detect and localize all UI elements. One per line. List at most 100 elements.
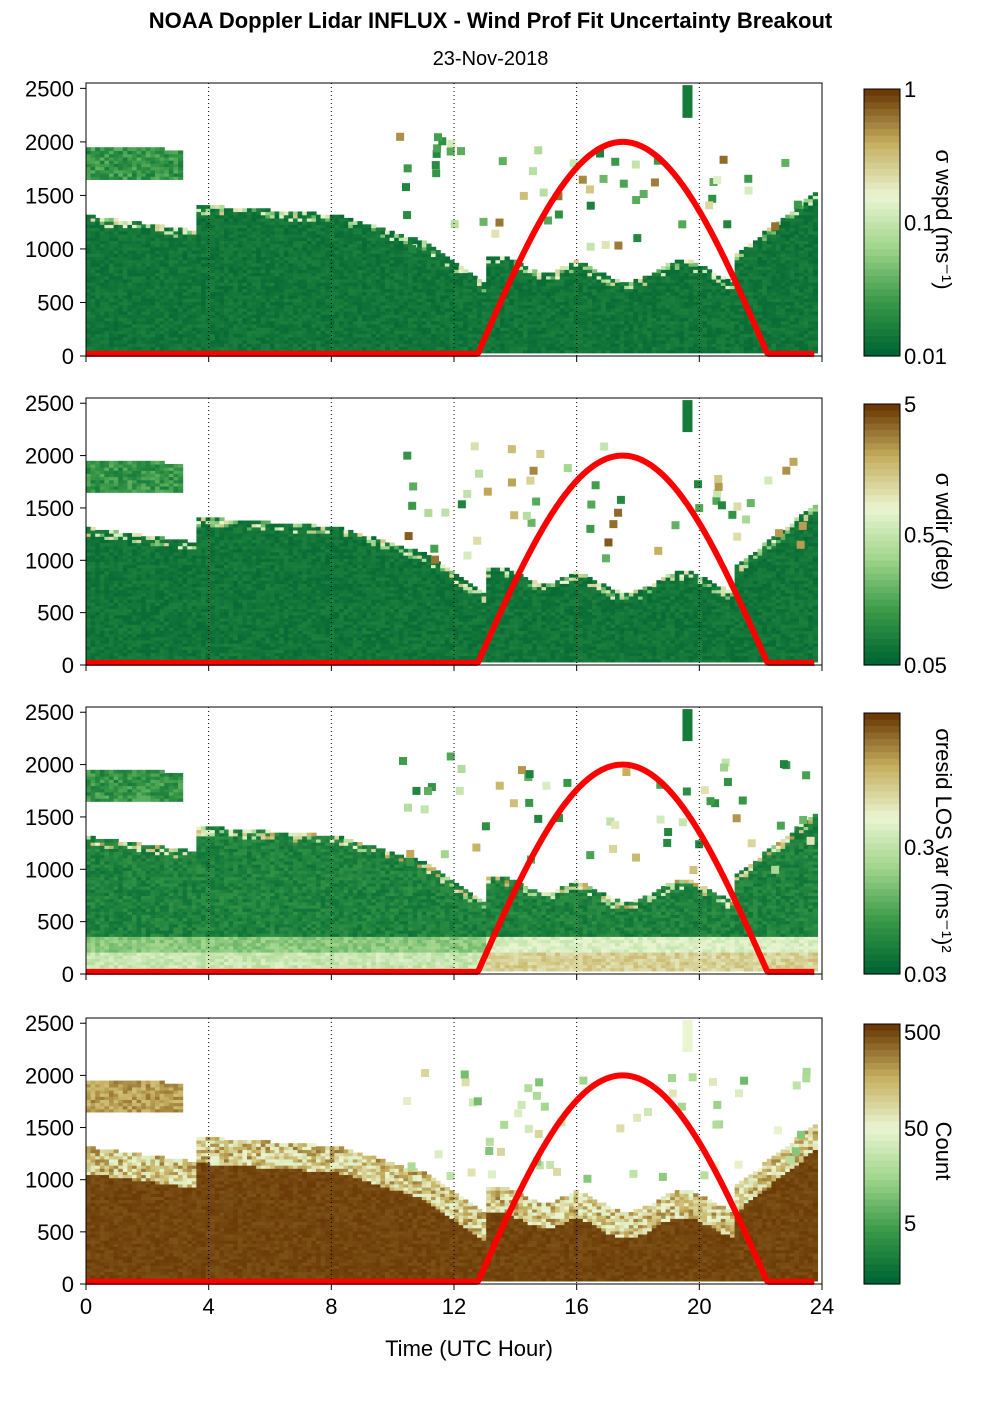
heatmap-cell <box>615 279 620 283</box>
heatmap-cell <box>629 282 634 286</box>
heatmap-cell <box>344 218 349 222</box>
heatmap-cell <box>509 260 514 264</box>
heatmap-cell <box>500 256 505 260</box>
heatmap-cell <box>551 272 556 276</box>
heatmap-cell <box>578 263 583 267</box>
heatmap-cell <box>482 282 487 286</box>
heatmap-cell <box>505 256 510 260</box>
heatmap-cell <box>744 247 749 251</box>
heatmap-cell <box>468 272 473 276</box>
heatmap-cell <box>371 224 376 228</box>
heatmap-cell <box>270 211 275 215</box>
heatmap-cell <box>413 237 418 241</box>
heatmap-cell <box>127 221 132 225</box>
heatmap-cell <box>238 208 243 212</box>
heatmap-cell <box>399 234 404 238</box>
heatmap-cell <box>261 208 266 212</box>
heatmap-cell <box>390 231 395 235</box>
heatmap-cell <box>666 263 671 267</box>
heatmap-cell <box>661 266 666 270</box>
heatmap-cell <box>597 272 602 276</box>
heatmap-cell <box>675 260 680 264</box>
heatmap-cell <box>638 279 643 283</box>
heatmap-cell <box>431 247 436 251</box>
heatmap-cell <box>477 279 482 283</box>
heatmap-cell <box>472 276 477 280</box>
heatmap-cell <box>454 263 459 267</box>
heatmap-cell <box>643 276 648 280</box>
heatmap-cell <box>279 211 284 215</box>
heatmap-cell <box>325 215 330 219</box>
heatmap-cell <box>445 256 450 260</box>
heatmap-cell <box>380 228 385 232</box>
heatmap-cell <box>192 231 197 235</box>
heatmap-cell <box>592 269 597 273</box>
heatmap-cell <box>123 221 128 225</box>
heatmap-cell <box>367 224 372 228</box>
heatmap-cell <box>541 272 546 276</box>
heatmap-cell <box>376 228 381 232</box>
heatmap-cell <box>436 250 441 254</box>
heatmap-cell <box>449 260 454 264</box>
heatmap-cell <box>532 269 537 273</box>
heatmap-cell <box>288 211 293 215</box>
heatmap-cell <box>164 228 169 232</box>
heatmap-cell <box>118 221 123 225</box>
heatmap-cell <box>422 240 427 244</box>
heatmap-cell <box>109 218 114 222</box>
heatmap-cell <box>528 269 533 273</box>
heatmap-cell <box>284 211 289 215</box>
heatmap-cell <box>656 269 661 273</box>
heatmap-cell <box>560 266 565 270</box>
heatmap-cell <box>523 266 528 270</box>
heatmap-cell <box>100 218 105 222</box>
heatmap-cell <box>196 205 201 209</box>
heatmap-cell <box>348 218 353 222</box>
heatmap-cells <box>86 85 818 353</box>
heatmap-cell <box>132 221 137 225</box>
heatmap-cell <box>242 208 247 212</box>
heatmap-cell <box>459 266 464 270</box>
heatmap-cell <box>150 224 155 228</box>
heatmap-cell <box>569 263 574 267</box>
heatmap-cell <box>403 237 408 241</box>
heatmap-cell <box>620 282 625 286</box>
heatmap-cell <box>495 256 500 260</box>
heatmap-cell <box>86 215 91 219</box>
heatmap-cell <box>275 211 280 215</box>
heatmap-cell <box>624 282 629 286</box>
heatmap-cell <box>219 205 224 209</box>
heatmap-cell <box>362 224 367 228</box>
heatmap-cell <box>334 215 339 219</box>
heatmap-cell <box>247 208 252 212</box>
heatmap-cell <box>463 269 468 273</box>
heatmap-cell <box>104 218 109 222</box>
heatmap-cell <box>330 215 335 219</box>
heatmap-cell <box>224 208 229 212</box>
heatmap-cell <box>233 208 238 212</box>
heatmap-cell <box>206 205 211 209</box>
heatmap-cell <box>693 263 698 267</box>
heatmap-cell <box>707 269 712 273</box>
heatmap-cell <box>265 208 270 212</box>
heatmap-cell <box>141 224 146 228</box>
heatmap-cell <box>155 224 160 228</box>
heatmap-cell <box>606 276 611 280</box>
heatmap-cell <box>546 272 551 276</box>
heatmap-cell <box>201 205 206 209</box>
heatmap-cell <box>735 253 740 257</box>
heatmap-cell <box>684 260 689 264</box>
heatmap-cell <box>394 234 399 238</box>
heatmap-cell <box>339 215 344 219</box>
heatmap-cell <box>187 231 192 235</box>
heatmap-cell <box>698 266 703 270</box>
heatmap-cell <box>353 221 358 225</box>
heatmap-cell <box>564 266 569 270</box>
heatmap-cell <box>491 256 496 260</box>
heatmap-cell <box>146 224 151 228</box>
heatmap-cell <box>256 208 261 212</box>
heatmap-cell <box>215 205 220 209</box>
heatmap-cell <box>137 221 142 225</box>
